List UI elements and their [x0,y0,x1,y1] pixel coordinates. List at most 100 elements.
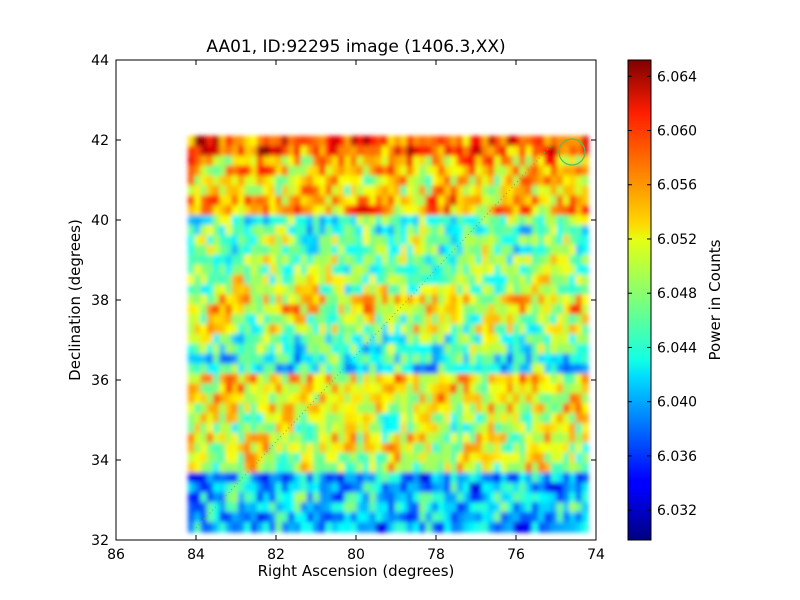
heatmap-cell [231,393,239,404]
heatmap-cell [575,264,583,276]
heatmap-cell [225,363,233,375]
heatmap-cell [538,185,545,196]
heatmap-cell [269,324,277,335]
heatmap-cell [438,353,445,365]
heatmap-cell [219,413,227,424]
heatmap-cell [206,472,214,484]
heatmap-cell [225,205,233,216]
heatmap-cell [406,413,414,424]
heatmap-cell [188,205,195,216]
heatmap-cell [331,244,339,256]
heatmap-cell [238,225,245,236]
heatmap-cell [294,294,302,305]
heatmap-cell [463,403,470,414]
heatmap-cell [238,502,245,513]
heatmap-cell [575,314,583,325]
heatmap-cell [544,423,552,434]
heatmap-cell [550,244,558,256]
heatmap-cell [250,244,258,256]
heatmap-cell [288,522,295,533]
heatmap-cell [225,165,233,177]
heatmap-cell [250,145,258,157]
heatmap-cell [550,304,558,315]
heatmap-cell [344,442,352,454]
heatmap-cell [194,324,202,335]
heatmap-cell [375,284,383,295]
heatmap-cell [425,353,433,365]
heatmap-cell [531,343,539,355]
heatmap-cell [488,324,495,335]
heatmap-cell [306,383,314,394]
heatmap-cell [400,482,408,493]
heatmap-cell [475,235,483,246]
heatmap-cell [263,254,270,266]
heatmap-cell [450,353,458,365]
heatmap-cell [400,264,408,276]
heatmap-cell [400,205,408,216]
heatmap-cell [550,433,558,444]
heatmap-cell [363,423,370,434]
heatmap-cell [438,522,445,533]
heatmap-cell [363,155,370,167]
heatmap-cell [513,175,520,187]
heatmap-cell [569,492,577,503]
heatmap-cell [219,324,227,335]
heatmap-cell [431,145,439,157]
heatmap-cell [288,482,295,493]
colorbar-axis: 6.0326.0366.0406.0446.0486.0526.0566.060… [628,69,697,519]
heatmap-cell [469,304,477,315]
heatmap-cell [544,225,552,236]
heatmap-cell [325,423,333,434]
heatmap-cell [481,353,489,365]
heatmap-cell [394,522,402,533]
heatmap-cell [444,165,452,177]
heatmap-cell [394,383,402,394]
heatmap-cell [294,324,302,335]
heatmap-cell [294,235,302,246]
heatmap-cell [275,423,283,434]
heatmap-cell [481,294,489,305]
heatmap-cell [281,235,289,246]
heatmap-cell [400,373,408,385]
heatmap-cell [213,264,220,276]
heatmap-cell [219,185,227,196]
heatmap-cell [219,433,227,444]
heatmap-cell [544,304,552,315]
heatmap-cell [369,244,377,256]
heatmap-cell [213,205,220,216]
heatmap-cell [444,254,452,266]
heatmap-cell [475,225,483,236]
heatmap-cell [525,482,533,493]
heatmap-cell [569,472,577,484]
heatmap-cell [431,235,439,246]
heatmap-cell [381,343,389,355]
heatmap-cell [569,314,577,325]
heatmap-cell [581,512,589,523]
heatmap-cell [506,225,514,236]
heatmap-cell [381,165,389,177]
heatmap-cell [556,254,564,266]
heatmap-cell [506,195,514,206]
heatmap-cell [400,195,408,206]
heatmap-cell [325,314,333,325]
heatmap-cell [531,353,539,365]
heatmap-cell [325,343,333,355]
heatmap-cell [475,403,483,414]
heatmap-cell [450,522,458,533]
heatmap-cell [544,433,552,444]
heatmap-cell [313,225,320,236]
heatmap-cell [400,314,408,325]
heatmap-cell [513,393,520,404]
heatmap-cell [425,175,433,187]
heatmap-cell [525,294,533,305]
heatmap-cell [269,165,277,177]
heatmap-cell [369,383,377,394]
heatmap-cell [550,492,558,503]
heatmap-cell [575,462,583,474]
heatmap-cell [550,502,558,513]
heatmap-cell [356,353,364,365]
heatmap-cell [481,462,489,474]
chart-title: AA01, ID:92295 image (1406.3,XX) [206,37,505,57]
heatmap-cell [363,492,370,503]
heatmap-cell [550,482,558,493]
